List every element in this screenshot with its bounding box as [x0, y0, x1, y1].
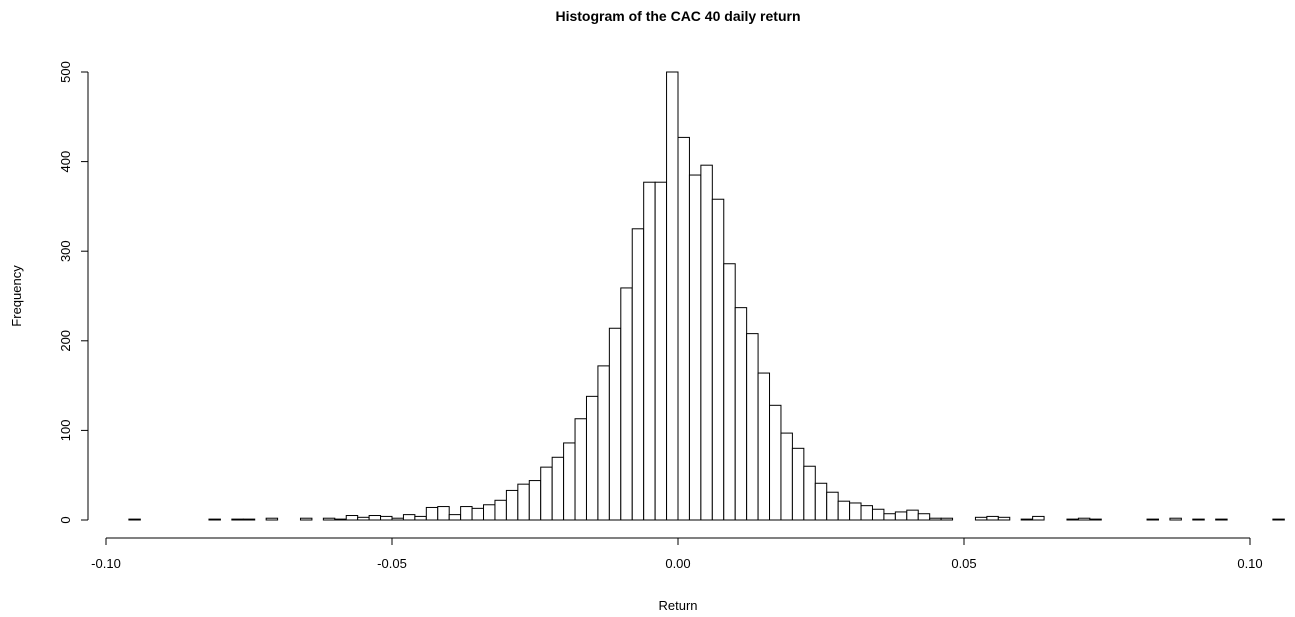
y-tick-label: 0 [58, 516, 73, 523]
bar [1272, 518, 1285, 521]
bar [402, 514, 416, 521]
bar [505, 489, 519, 521]
bar [883, 513, 896, 521]
bar [986, 515, 999, 521]
bar [494, 499, 507, 521]
y-tick-label: 100 [58, 420, 73, 442]
bar [425, 506, 439, 521]
bar [574, 418, 587, 521]
bar [791, 447, 805, 521]
y-tick-label: 500 [58, 61, 73, 83]
bar [1192, 518, 1205, 521]
bar [894, 511, 908, 521]
x-tick-label: -0.10 [91, 556, 121, 571]
bar [871, 508, 885, 521]
bar [631, 228, 645, 521]
bar [643, 181, 656, 521]
x-axis-label: Return [658, 598, 697, 613]
bar [128, 518, 141, 521]
bar [917, 513, 931, 521]
bar [391, 517, 404, 521]
bar [860, 505, 873, 521]
bar [1089, 518, 1102, 521]
bar [734, 307, 748, 521]
bar [1169, 517, 1182, 521]
bar [837, 500, 851, 521]
bar [368, 515, 382, 521]
bar [597, 365, 610, 521]
bar [1020, 518, 1034, 521]
bar [1215, 518, 1228, 521]
bar [940, 517, 954, 521]
y-tick-label: 300 [58, 240, 73, 262]
x-tick-label: 0.05 [951, 556, 976, 571]
bar [688, 174, 702, 521]
x-tick-label: 0.00 [665, 556, 690, 571]
bar [437, 506, 450, 521]
bar [345, 515, 359, 521]
x-tick-label: -0.05 [377, 556, 407, 571]
bar [620, 287, 633, 521]
bar [448, 514, 462, 521]
bar [974, 516, 988, 521]
bar [929, 517, 942, 521]
bar [322, 517, 336, 521]
bar [849, 502, 862, 521]
bar [711, 198, 725, 521]
bar [242, 518, 256, 521]
bar [780, 432, 793, 521]
bar [1066, 518, 1079, 521]
bar [1077, 517, 1091, 521]
bar [814, 482, 828, 521]
bar [746, 333, 759, 521]
bar [265, 517, 279, 521]
y-axis-label: Frequency [9, 265, 24, 327]
bar [803, 465, 816, 521]
bar [208, 518, 221, 521]
bar [723, 263, 736, 521]
bar [231, 518, 244, 521]
chart-title: Histogram of the CAC 40 daily return [555, 8, 800, 24]
bar [299, 517, 313, 521]
bar [517, 483, 530, 521]
bar [551, 456, 565, 521]
bar [666, 71, 679, 521]
bar [380, 515, 393, 521]
bar [906, 509, 919, 521]
bar [357, 516, 370, 521]
bar [757, 372, 771, 521]
bar [460, 506, 473, 521]
bar [654, 181, 668, 521]
bar [769, 404, 782, 521]
bar [1032, 515, 1045, 521]
bar [540, 466, 553, 521]
bar [414, 515, 427, 521]
x-tick-label: 0.10 [1237, 556, 1262, 571]
y-tick-label: 200 [58, 330, 73, 352]
bar [826, 491, 839, 521]
bar [1146, 518, 1159, 521]
bar [700, 164, 713, 521]
y-tick-label: 400 [58, 151, 73, 173]
bar [334, 518, 347, 521]
bar [997, 516, 1011, 521]
bar [677, 136, 690, 521]
bar [563, 442, 576, 521]
bar [528, 480, 542, 521]
bar [471, 507, 485, 521]
bar [608, 327, 622, 521]
bar [585, 395, 599, 521]
bar [483, 504, 496, 521]
